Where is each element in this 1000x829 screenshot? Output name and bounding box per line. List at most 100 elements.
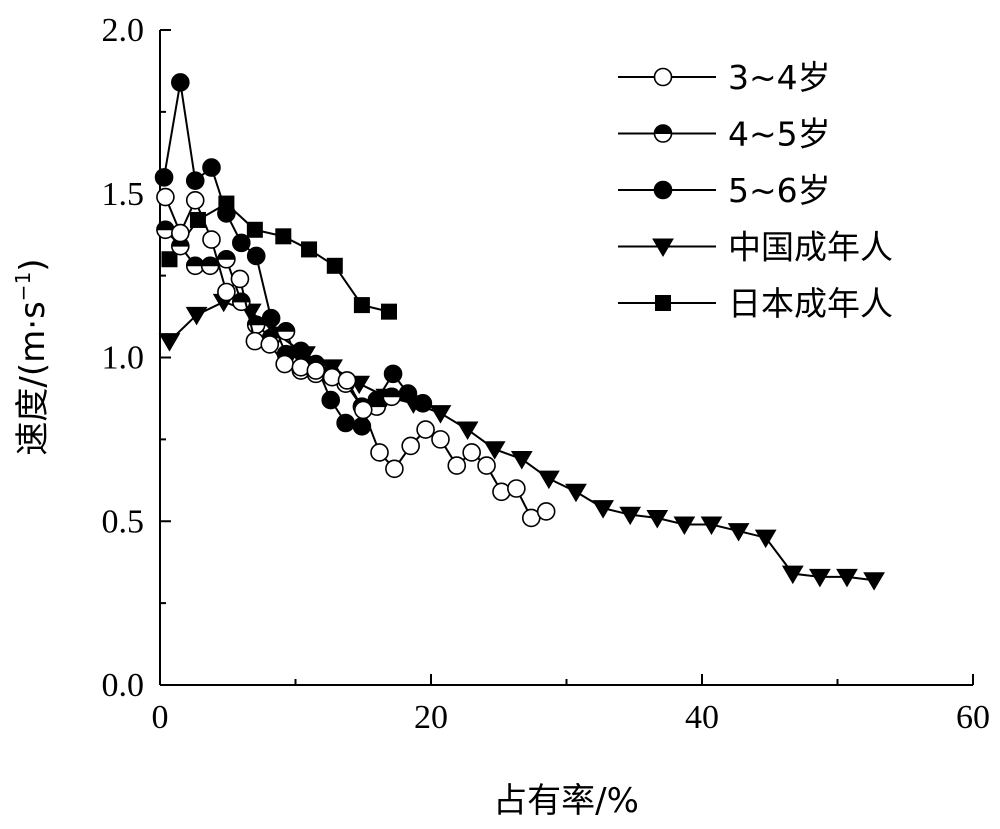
data-point xyxy=(217,282,236,302)
marker-fill xyxy=(232,292,251,303)
data-point xyxy=(456,421,479,441)
data-point xyxy=(781,565,804,585)
data-point xyxy=(429,405,452,424)
data-point xyxy=(538,470,560,490)
data-point xyxy=(275,228,292,245)
y-axis-title: 速度/(m·s−1) xyxy=(11,258,53,455)
marker-fill xyxy=(217,250,236,260)
data-point xyxy=(416,420,435,439)
data-point xyxy=(673,516,696,536)
data-point xyxy=(161,251,178,268)
data-point xyxy=(202,158,221,177)
data-point xyxy=(202,230,221,249)
data-point xyxy=(385,459,404,479)
data-point xyxy=(646,509,669,529)
data-point xyxy=(245,331,265,351)
data-point xyxy=(592,500,614,519)
legend-label: 中国成年人 xyxy=(728,228,893,267)
data-point xyxy=(158,333,181,352)
data-point xyxy=(200,256,220,276)
legend-label: 日本成年人 xyxy=(728,284,893,323)
data-point xyxy=(321,390,341,410)
data-point xyxy=(322,367,342,387)
legend-marker xyxy=(653,67,673,87)
data-point xyxy=(836,568,858,588)
data-point xyxy=(401,436,420,456)
data-point xyxy=(754,529,777,549)
data-point xyxy=(382,387,402,407)
series-layer xyxy=(154,73,885,591)
data-point xyxy=(398,384,418,403)
data-point xyxy=(275,354,294,374)
series-0 xyxy=(156,187,556,528)
data-point xyxy=(431,430,450,449)
data-point xyxy=(336,413,355,433)
series-4 xyxy=(161,195,397,320)
data-point xyxy=(171,73,190,92)
data-point xyxy=(353,297,370,314)
data-point xyxy=(156,220,175,240)
data-point xyxy=(727,523,750,542)
legend-label: 5~6岁 xyxy=(728,171,831,210)
data-point xyxy=(367,397,387,416)
data-point xyxy=(483,441,506,460)
data-point xyxy=(383,364,403,384)
y-axis-title-exponent: −1 xyxy=(11,272,35,301)
x-axis-title: 占有率/% xyxy=(493,781,639,821)
data-point xyxy=(306,361,326,380)
legend-item-3: 中国成年人 xyxy=(618,228,893,267)
data-point xyxy=(413,394,433,413)
data-point xyxy=(477,456,496,475)
legend-label: 3~4岁 xyxy=(728,58,831,97)
data-point xyxy=(462,443,481,462)
data-point xyxy=(700,516,723,536)
data-point xyxy=(353,400,373,420)
tick-labels: 0 20 40 60 0.0 0.5 1.0 1.5 2.0 xyxy=(102,12,991,736)
y-axis-title-group: 速度/(m·s−1) xyxy=(11,258,53,455)
y-tick-label: 0.0 xyxy=(102,667,145,704)
data-point xyxy=(291,358,311,377)
legend-marker xyxy=(653,180,673,200)
x-tick-label: 20 xyxy=(414,699,448,736)
data-point xyxy=(809,568,831,588)
data-point xyxy=(619,506,642,526)
data-point xyxy=(863,572,885,591)
data-point xyxy=(185,306,208,326)
y-tick-label: 0.5 xyxy=(102,503,145,540)
y-axis-title-main: 速度/(m·s xyxy=(13,301,53,455)
data-point xyxy=(185,191,205,210)
data-point xyxy=(536,502,556,521)
data-point xyxy=(565,483,587,503)
y-tick-label: 1.0 xyxy=(102,340,145,377)
data-point xyxy=(260,335,280,354)
data-point xyxy=(246,246,266,266)
y-axis-title-suffix: ) xyxy=(13,258,53,271)
data-point xyxy=(276,321,296,341)
legend-marker xyxy=(652,238,674,257)
y-tick-label: 2.0 xyxy=(102,12,145,49)
data-point xyxy=(246,221,263,238)
data-point xyxy=(217,249,236,269)
marker-fill xyxy=(277,322,296,332)
data-point xyxy=(447,456,467,475)
data-point xyxy=(326,257,343,274)
data-point xyxy=(507,479,526,498)
marker-fill xyxy=(382,387,401,398)
data-point xyxy=(301,241,318,258)
data-point xyxy=(171,223,190,243)
x-tick-label: 60 xyxy=(956,699,990,736)
marker-fill xyxy=(653,124,673,134)
data-point xyxy=(156,187,175,207)
legend-item-1: 4~5岁 xyxy=(618,115,831,154)
data-point xyxy=(510,451,533,470)
data-point xyxy=(217,204,236,223)
series-2 xyxy=(154,73,433,436)
data-point xyxy=(230,269,250,289)
legend-label: 4~5岁 xyxy=(728,115,831,154)
data-point xyxy=(232,233,251,253)
data-point xyxy=(185,171,205,190)
marker-fill xyxy=(247,315,266,326)
legend-item-4: 日本成年人 xyxy=(618,284,893,323)
